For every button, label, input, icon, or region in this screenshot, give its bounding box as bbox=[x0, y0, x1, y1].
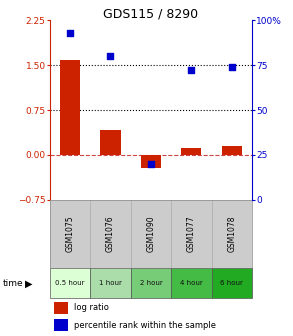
Bar bbox=[90, 268, 131, 298]
Text: 2 hour: 2 hour bbox=[139, 281, 162, 286]
Text: GSM1090: GSM1090 bbox=[146, 216, 155, 252]
Bar bbox=[171, 268, 212, 298]
Text: 4 hour: 4 hour bbox=[180, 281, 203, 286]
Point bbox=[108, 53, 113, 59]
Text: GSM1078: GSM1078 bbox=[227, 216, 236, 252]
Point bbox=[229, 64, 234, 70]
Bar bbox=[212, 268, 252, 298]
Text: GSM1076: GSM1076 bbox=[106, 216, 115, 252]
Text: percentile rank within the sample: percentile rank within the sample bbox=[74, 321, 216, 330]
Bar bbox=[54, 302, 68, 314]
Point bbox=[189, 68, 194, 73]
Bar bbox=[141, 155, 161, 168]
Point bbox=[68, 30, 72, 35]
Bar bbox=[222, 146, 242, 155]
Bar bbox=[131, 268, 171, 298]
Point bbox=[149, 161, 153, 167]
Text: 0.5 hour: 0.5 hour bbox=[55, 281, 85, 286]
Text: 1 hour: 1 hour bbox=[99, 281, 122, 286]
Text: GSM1075: GSM1075 bbox=[66, 216, 74, 252]
Text: time: time bbox=[3, 279, 23, 288]
Text: log ratio: log ratio bbox=[74, 303, 109, 312]
Text: 6 hour: 6 hour bbox=[220, 281, 243, 286]
Bar bbox=[181, 148, 202, 155]
Title: GDS115 / 8290: GDS115 / 8290 bbox=[103, 7, 198, 20]
Text: GSM1077: GSM1077 bbox=[187, 216, 196, 252]
Bar bbox=[50, 268, 90, 298]
Bar bbox=[100, 130, 121, 155]
Bar bbox=[54, 319, 68, 331]
Bar bbox=[60, 60, 80, 155]
Text: ▶: ▶ bbox=[25, 279, 33, 288]
